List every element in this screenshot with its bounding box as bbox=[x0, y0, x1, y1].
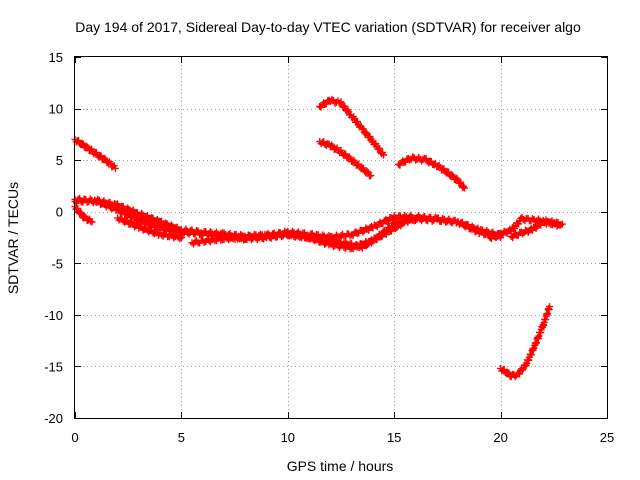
x-tick-label: 0 bbox=[71, 430, 78, 445]
data-point-markers bbox=[395, 153, 468, 192]
series-arc-5 bbox=[114, 214, 185, 243]
y-tick-label: 10 bbox=[49, 102, 63, 117]
data-point-markers bbox=[316, 138, 375, 180]
chart-title: Day 194 of 2017, Sidereal Day-to-day VTE… bbox=[75, 19, 581, 35]
y-tick-label: 0 bbox=[56, 205, 63, 220]
data-marks bbox=[71, 95, 566, 381]
x-axis-label: GPS time / hours bbox=[287, 458, 394, 474]
series-arc-9 bbox=[395, 153, 468, 192]
tick-labels: 0 5 10 15 20 25 -20 -15 -10 -5 0 5 10 15 bbox=[44, 50, 614, 445]
x-tick-label: 15 bbox=[387, 430, 401, 445]
x-tick-label: 25 bbox=[600, 430, 614, 445]
series-arc-1 bbox=[71, 136, 119, 172]
series-arc-7 bbox=[316, 95, 388, 159]
data-point-markers bbox=[507, 216, 564, 242]
series-arc-6 bbox=[188, 217, 409, 252]
series-arc-8 bbox=[316, 138, 375, 180]
y-tick-label: -15 bbox=[44, 359, 63, 374]
x-tick-label: 20 bbox=[493, 430, 507, 445]
series-arc-12 bbox=[497, 303, 553, 381]
data-point-markers bbox=[188, 217, 409, 252]
y-tick-label: 15 bbox=[49, 50, 63, 65]
y-tick-label: 5 bbox=[56, 153, 63, 168]
y-tick-label: -20 bbox=[44, 411, 63, 426]
x-tick-label: 5 bbox=[178, 430, 185, 445]
series-arc-11 bbox=[507, 216, 564, 242]
series-arc-2 bbox=[71, 203, 96, 226]
data-point-markers bbox=[71, 203, 96, 226]
data-point-markers bbox=[114, 214, 185, 243]
x-tick-label: 10 bbox=[281, 430, 295, 445]
data-point-markers bbox=[316, 95, 388, 159]
y-tick-label: -10 bbox=[44, 308, 63, 323]
data-point-markers bbox=[71, 136, 119, 172]
y-tick-label: -5 bbox=[51, 256, 63, 271]
y-axis-label: SDTVAR / TECUs bbox=[5, 182, 21, 294]
plot-frame bbox=[74, 56, 608, 419]
grid bbox=[75, 57, 607, 418]
data-point-markers bbox=[497, 303, 553, 381]
